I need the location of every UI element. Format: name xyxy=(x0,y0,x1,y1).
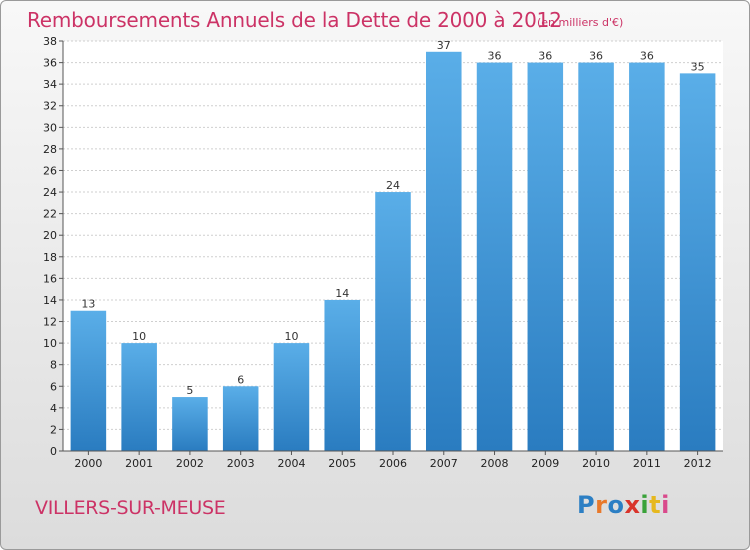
y-tick-label: 2 xyxy=(50,423,57,436)
commune-name: VILLERS-SUR-MEUSE xyxy=(35,497,226,519)
logo-letter: x xyxy=(624,491,641,519)
x-tick-label: 2002 xyxy=(176,457,204,470)
data-label: 6 xyxy=(237,373,244,386)
x-tick-label: 2011 xyxy=(633,457,661,470)
y-tick-label: 12 xyxy=(43,316,57,329)
y-tick-label: 24 xyxy=(43,186,57,199)
logo-letter: P xyxy=(577,491,596,519)
y-tick-label: 0 xyxy=(50,445,57,458)
x-tick-labels: 2000 2001 2002 2003 2004 2005 2006 2007 2008 2009… xyxy=(74,451,712,470)
logo-letter: i xyxy=(661,491,670,519)
x-tick-label: 2003 xyxy=(227,457,255,470)
y-tick-label: 28 xyxy=(43,143,57,156)
logo-letter: i xyxy=(640,491,650,519)
data-label: 37 xyxy=(437,39,451,52)
chart-subtitle: (en milliers d'€) xyxy=(537,16,624,29)
data-label: 36 xyxy=(488,50,502,63)
bar xyxy=(222,386,259,451)
x-tick-label: 2001 xyxy=(125,457,153,470)
bar xyxy=(527,62,564,451)
data-label: 35 xyxy=(691,60,705,73)
y-tick-label: 14 xyxy=(43,294,57,307)
bar xyxy=(629,62,665,451)
bar xyxy=(679,73,716,452)
y-tick-label: 34 xyxy=(43,78,57,91)
bar xyxy=(375,192,411,452)
data-label: 10 xyxy=(132,330,146,343)
y-tick-label: 38 xyxy=(43,35,57,48)
y-tick-label: 26 xyxy=(43,164,57,177)
y-tick-label: 8 xyxy=(50,359,57,372)
data-label: 10 xyxy=(284,330,298,343)
logo-letter: r xyxy=(595,491,608,519)
x-tick-label: 2005 xyxy=(328,457,356,470)
bar xyxy=(426,51,462,451)
x-tick-label: 2004 xyxy=(277,457,305,470)
x-tick-label: 2009 xyxy=(531,457,559,470)
x-tick-label: 2010 xyxy=(582,457,610,470)
data-labels: 13 10 5 6 10 14 24 37 36 36 36 36 35 xyxy=(81,39,704,397)
bar xyxy=(324,299,360,451)
grid-lines xyxy=(63,40,723,430)
data-label: 5 xyxy=(186,384,193,397)
bar xyxy=(273,343,310,451)
y-tick-label: 6 xyxy=(50,380,57,393)
data-label: 24 xyxy=(386,179,400,192)
proxiti-logo: Proxiti xyxy=(577,491,670,519)
y-tick-label: 18 xyxy=(43,251,57,264)
x-tick-label: 2012 xyxy=(684,457,712,470)
y-tick-label: 32 xyxy=(43,100,57,113)
bar xyxy=(172,397,208,451)
y-tick-label: 16 xyxy=(43,272,57,285)
y-tick-label: 10 xyxy=(43,337,57,350)
x-tick-label: 2006 xyxy=(379,457,407,470)
chart-title: Remboursements Annuels de la Dette de 20… xyxy=(27,8,562,32)
data-label: 14 xyxy=(335,287,349,300)
bar xyxy=(578,62,614,451)
y-tick-label: 36 xyxy=(43,57,57,70)
bar xyxy=(121,343,157,451)
logo-letter: t xyxy=(649,491,662,519)
bar xyxy=(70,310,107,451)
y-tick-label: 22 xyxy=(43,208,57,221)
x-tick-label: 2008 xyxy=(481,457,509,470)
y-tick-label: 30 xyxy=(43,121,57,134)
x-tick-label: 2007 xyxy=(430,457,458,470)
data-label: 36 xyxy=(640,50,654,63)
bars xyxy=(70,51,716,452)
bar xyxy=(476,62,513,451)
x-tick-label: 2000 xyxy=(74,457,102,470)
logo-letter: o xyxy=(607,491,625,519)
data-label: 36 xyxy=(589,50,603,63)
y-tick-label: 4 xyxy=(50,402,57,415)
y-tick-label: 20 xyxy=(43,229,57,242)
data-label: 36 xyxy=(538,50,552,63)
data-label: 13 xyxy=(81,298,95,311)
